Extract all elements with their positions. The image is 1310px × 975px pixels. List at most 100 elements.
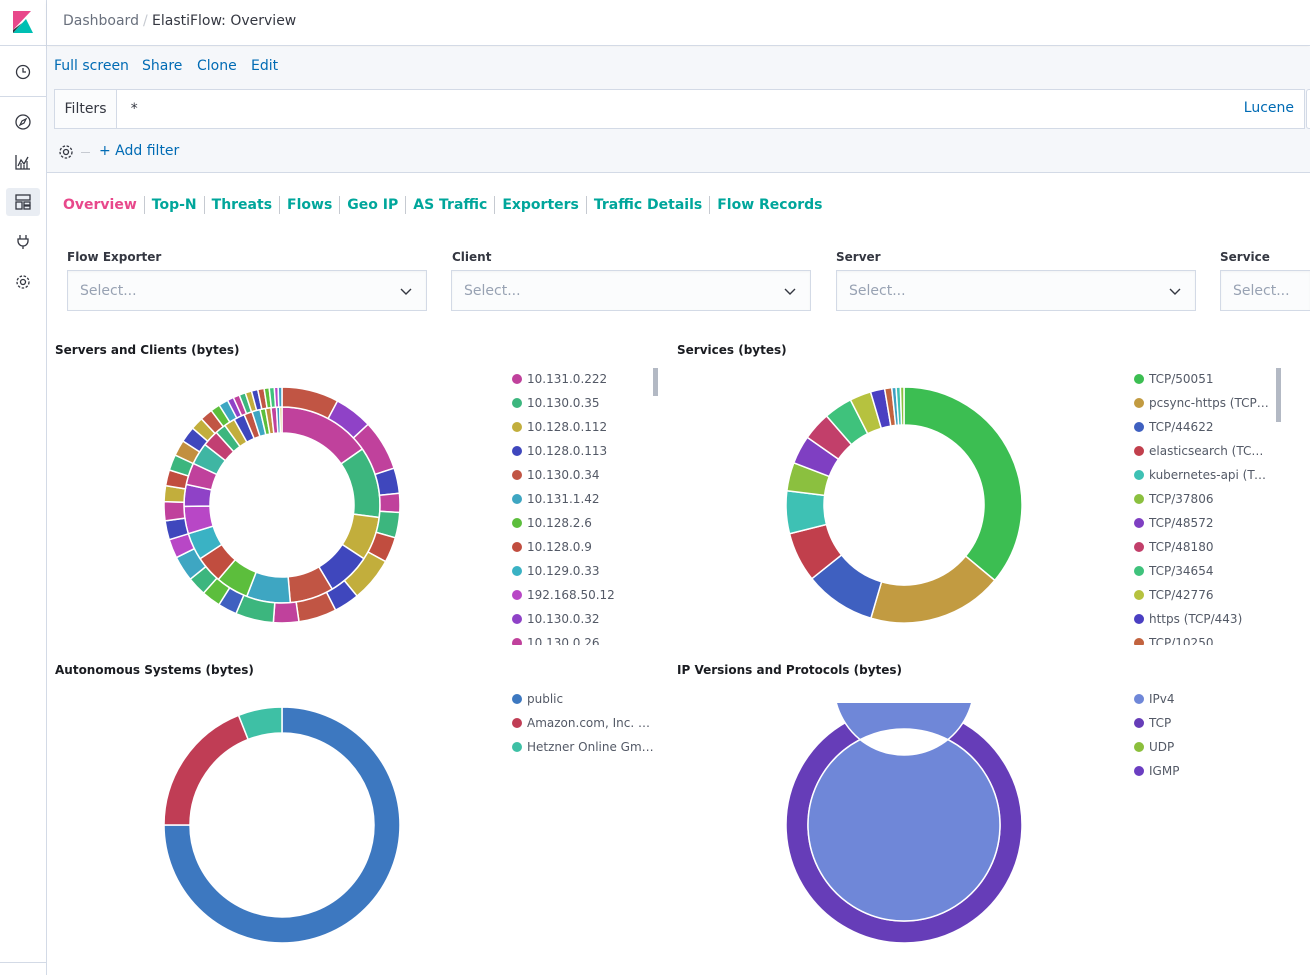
services-slice[interactable] (899, 386, 905, 426)
query-input[interactable] (118, 90, 1228, 128)
add-filter-link[interactable]: + Add filter (99, 143, 180, 159)
tab-exporters[interactable]: Exporters (502, 197, 579, 213)
servers-clients-outer-slice[interactable] (378, 492, 401, 514)
autonomous-systems-slice[interactable] (237, 706, 283, 741)
servers-clients-inner-slice[interactable] (279, 406, 283, 434)
legend-label: 10.128.0.112 (527, 420, 608, 434)
legend-item[interactable]: 10.129.0.33 (512, 559, 654, 583)
legend-item[interactable]: IGMP (1134, 759, 1276, 783)
legend-item[interactable]: TCP/50051 (1134, 367, 1270, 391)
client-select[interactable]: Select... (451, 270, 811, 311)
legend-item[interactable]: IPv4 (1134, 687, 1276, 711)
legend-dot (1134, 422, 1144, 432)
filter-settings-icon[interactable] (57, 143, 75, 161)
chevron-down-icon (784, 288, 796, 295)
legend-dot (512, 518, 522, 528)
legend-dot (512, 742, 522, 752)
control-label-flow-exporter: Flow Exporter (67, 250, 162, 264)
clone-link[interactable]: Clone (197, 58, 237, 74)
legend-label: Hetzner Online Gmb... (527, 740, 654, 754)
legend-item[interactable]: TCP/48572 (1134, 511, 1270, 535)
legend-item[interactable]: kubernetes-api (TC... (1134, 463, 1270, 487)
servers-clients-outer-slice[interactable] (277, 386, 283, 408)
legend-item[interactable]: UDP (1134, 735, 1276, 759)
legend-item[interactable]: 10.130.0.26 (512, 631, 654, 645)
legend-item[interactable]: pcsync-https (TCP/... (1134, 391, 1270, 415)
legend-item[interactable]: 10.131.0.222 (512, 367, 654, 391)
autonomous-systems-slice[interactable] (163, 714, 250, 826)
legend-dot (1134, 566, 1144, 576)
tab-threats[interactable]: Threats (211, 197, 273, 213)
kibana-logo[interactable] (0, 0, 47, 46)
legend-label: 10.128.0.113 (527, 444, 608, 458)
legend-item[interactable]: TCP/34654 (1134, 559, 1270, 583)
compass-icon[interactable] (12, 111, 34, 133)
legend-item[interactable]: 10.128.2.6 (512, 511, 654, 535)
query-submit-stub[interactable] (1306, 89, 1310, 129)
tab-top-n[interactable]: Top-N (151, 197, 197, 213)
legend-label: TCP/10250 (1149, 636, 1214, 645)
gear-icon[interactable] (12, 271, 34, 293)
legend-label: TCP/48572 (1149, 516, 1214, 530)
legend-item[interactable]: TCP/48180 (1134, 535, 1270, 559)
clock-icon[interactable] (12, 61, 34, 83)
servers-clients-legend: 10.131.0.222 10.130.0.35 10.128.0.112 10.12… (512, 367, 654, 645)
legend-item[interactable]: 10.128.0.9 (512, 535, 654, 559)
legend-item[interactable]: 192.168.50.12 (512, 583, 654, 607)
control-label-server: Server (836, 250, 881, 264)
tab-overview[interactable]: Overview (63, 197, 137, 213)
edit-link[interactable]: Edit (251, 58, 279, 74)
legend-item[interactable]: TCP/42776 (1134, 583, 1270, 607)
legend-item[interactable]: https (TCP/443) (1134, 607, 1270, 631)
legend-scrollbar[interactable] (1276, 368, 1281, 422)
left-nav (0, 0, 47, 975)
query-language-button[interactable]: Lucene (1243, 100, 1294, 116)
tab-flow-records[interactable]: Flow Records (717, 197, 823, 213)
tab-flows[interactable]: Flows (287, 197, 333, 213)
legend-label: 192.168.50.12 (527, 588, 615, 602)
legend-item[interactable]: Hetzner Online Gmb... (512, 735, 654, 759)
legend-item[interactable]: 10.131.1.42 (512, 487, 654, 511)
legend-label: Amazon.com, Inc. (1... (527, 716, 654, 730)
legend-item[interactable]: public (512, 687, 654, 711)
tab-geo-ip[interactable]: Geo IP (347, 197, 399, 213)
legend-scrollbar[interactable] (653, 368, 658, 396)
legend-item[interactable]: TCP/44622 (1134, 415, 1270, 439)
legend-label: elasticsearch (TCP/... (1149, 444, 1270, 458)
server-select[interactable]: Select... (836, 270, 1196, 311)
chevron-down-icon (1169, 288, 1181, 295)
dashboard-icon[interactable] (6, 188, 40, 216)
legend-label: TCP/50051 (1149, 372, 1214, 386)
services-slice[interactable] (903, 386, 1023, 582)
page-title: ElastiFlow: Overview (152, 13, 297, 29)
services-slice[interactable] (869, 555, 996, 624)
tab-as-traffic[interactable]: AS Traffic (413, 197, 488, 213)
legend-item[interactable]: TCP/37806 (1134, 487, 1270, 511)
legend-item[interactable]: 10.130.0.35 (512, 391, 654, 415)
flow-exporter-select[interactable]: Select... (67, 270, 427, 311)
servers-clients-outer-slice[interactable] (163, 500, 186, 522)
legend-item[interactable]: 10.128.0.112 (512, 415, 654, 439)
legend-item[interactable]: TCP/10250 (1134, 631, 1270, 645)
full-screen-link[interactable]: Full screen (54, 58, 129, 74)
servers-clients-outer-slice[interactable] (272, 601, 300, 624)
legend-item[interactable]: 10.128.0.113 (512, 439, 654, 463)
ip-versions-inner-slice[interactable] (807, 703, 1001, 922)
legend-item[interactable]: 10.130.0.32 (512, 607, 654, 631)
legend-dot (512, 374, 522, 384)
legend-item[interactable]: 10.130.0.34 (512, 463, 654, 487)
legend-item[interactable]: Amazon.com, Inc. (1... (512, 711, 654, 735)
devtools-icon[interactable] (12, 231, 34, 253)
legend-item[interactable]: elasticsearch (TCP/... (1134, 439, 1270, 463)
chevron-down-icon (400, 288, 412, 295)
visualize-icon[interactable] (12, 151, 34, 173)
tab-traffic-details[interactable]: Traffic Details (593, 197, 703, 213)
service-select[interactable]: Select... (1220, 270, 1310, 311)
legend-item[interactable]: TCP (1134, 711, 1276, 735)
legend-dot (512, 542, 522, 552)
tab-separator (709, 196, 711, 214)
select-placeholder: Select... (1233, 283, 1290, 299)
breadcrumb-dashboard[interactable]: Dashboard (63, 13, 139, 29)
autonomous-systems-slice[interactable] (163, 706, 401, 944)
share-link[interactable]: Share (142, 58, 183, 74)
